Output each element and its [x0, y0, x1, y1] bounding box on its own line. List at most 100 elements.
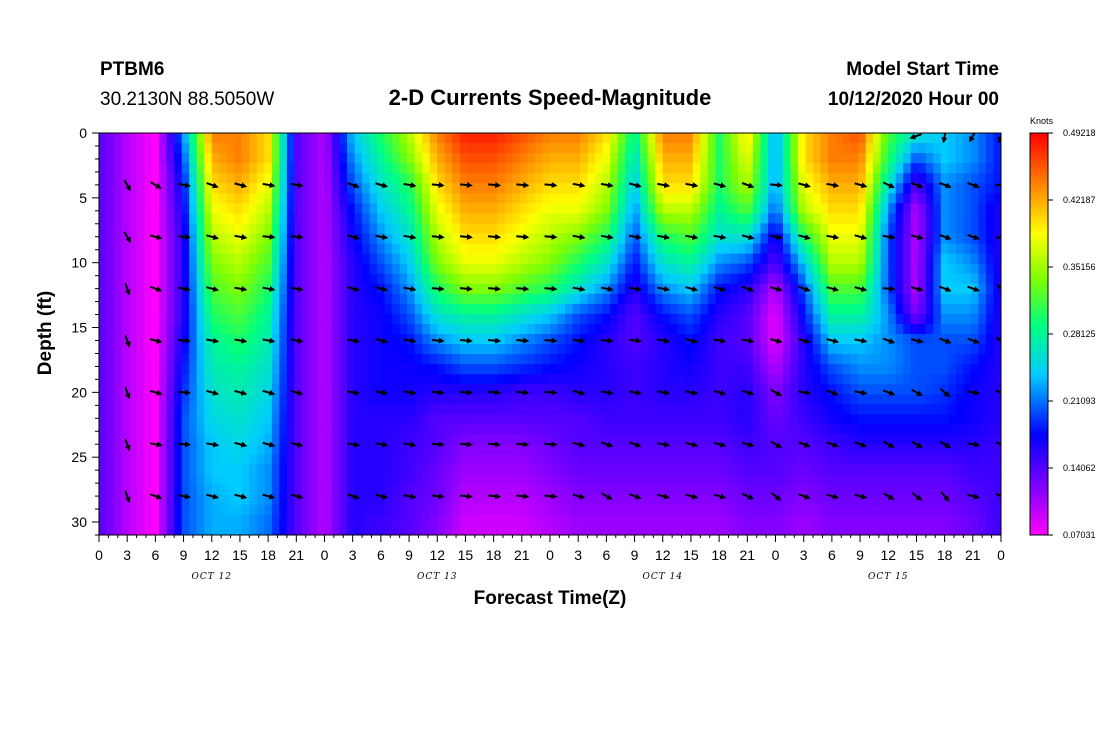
heatmap-cell	[437, 293, 446, 305]
heatmap-cell	[662, 153, 671, 164]
heatmap-cell	[279, 143, 288, 154]
heatmap-cell	[610, 354, 619, 365]
heatmap-cell	[662, 454, 671, 466]
heatmap-cell	[369, 233, 378, 245]
heatmap-cell	[204, 364, 213, 375]
heatmap-cell	[452, 183, 461, 194]
heatmap-cell	[843, 484, 852, 496]
heatmap-cell	[625, 414, 634, 426]
heatmap-cell	[174, 193, 183, 204]
heatmap-cell	[534, 223, 544, 235]
heatmap-cell	[602, 374, 611, 385]
heatmap-cell	[790, 233, 799, 245]
heatmap-cell	[828, 514, 837, 526]
heatmap-cell	[700, 183, 709, 194]
heatmap-cell	[129, 283, 138, 295]
heatmap-cell	[918, 504, 927, 516]
heatmap-cell	[422, 303, 431, 315]
heatmap-cell	[264, 374, 273, 385]
heatmap-cell	[256, 173, 265, 184]
heatmap-cell	[685, 344, 694, 355]
heatmap-cell	[377, 354, 386, 365]
heatmap-cell	[888, 454, 897, 466]
heatmap-cell	[332, 303, 341, 315]
heatmap-cell	[519, 153, 529, 164]
current-vector	[769, 337, 783, 344]
heatmap-cell	[925, 203, 934, 214]
heatmap-cell	[647, 293, 656, 305]
heatmap-cell	[970, 454, 980, 466]
heatmap-cell	[189, 133, 198, 144]
heatmap-cell	[970, 404, 980, 415]
heatmap-cell	[640, 514, 649, 526]
heatmap-cell	[970, 193, 980, 204]
heatmap-cell	[610, 323, 619, 335]
heatmap-cell	[459, 504, 468, 516]
heatmap-cell	[399, 354, 408, 365]
heatmap-cell	[790, 364, 799, 375]
heatmap-cell	[166, 494, 175, 506]
heatmap-cell	[399, 434, 408, 446]
heatmap-cell	[196, 143, 205, 154]
heatmap-cell	[632, 454, 641, 466]
heatmap-cell	[685, 173, 694, 184]
heatmap-cell	[963, 253, 972, 265]
heatmap-cell	[737, 303, 747, 315]
heatmap-cell	[760, 243, 769, 255]
heatmap-cell	[940, 344, 949, 355]
heatmap-cell	[459, 344, 468, 355]
heatmap-cell	[249, 203, 258, 214]
heatmap-cell	[377, 273, 386, 285]
heatmap-cell	[888, 203, 897, 214]
heatmap-cell	[565, 494, 574, 506]
heatmap-cell	[978, 434, 987, 446]
heatmap-cell	[715, 484, 724, 496]
heatmap-cell	[489, 374, 498, 385]
heatmap-cell	[497, 334, 506, 345]
heatmap-cell	[489, 474, 498, 486]
heatmap-cell	[850, 283, 859, 295]
heatmap-cell	[226, 253, 235, 265]
heatmap-cell	[512, 313, 521, 325]
current-vector	[290, 285, 304, 292]
heatmap-cell	[399, 143, 408, 154]
heatmap-cell	[580, 183, 589, 194]
heatmap-cell	[316, 364, 326, 375]
heatmap-cell	[301, 524, 311, 535]
heatmap-cell	[444, 514, 453, 526]
heatmap-cell	[369, 404, 378, 415]
heatmap-cell	[264, 173, 273, 184]
heatmap-cell	[452, 364, 461, 375]
heatmap-cell	[219, 334, 228, 345]
heatmap-cell	[286, 283, 296, 295]
heatmap-cell	[993, 153, 1001, 164]
heatmap-cell	[572, 504, 581, 516]
heatmap-cell	[873, 464, 882, 476]
heatmap-cell	[662, 404, 671, 415]
heatmap-cell	[677, 344, 686, 355]
heatmap-cell	[106, 313, 115, 325]
heatmap-cell	[880, 384, 889, 395]
current-vector	[124, 334, 131, 348]
heatmap-cell	[730, 474, 739, 486]
heatmap-cell	[850, 323, 859, 335]
heatmap-cell	[474, 223, 483, 235]
heatmap-cell	[670, 524, 679, 535]
heatmap-cell	[775, 193, 784, 204]
current-vector	[854, 182, 868, 189]
heatmap-cell	[219, 313, 228, 325]
heatmap-cell	[204, 374, 213, 385]
heatmap-cell	[151, 253, 160, 265]
heatmap-cell	[399, 253, 408, 265]
heatmap-cell	[843, 344, 852, 355]
heatmap-cell	[730, 494, 739, 506]
heatmap-cell	[940, 364, 949, 375]
heatmap-cell	[144, 454, 153, 466]
heatmap-cell	[640, 364, 649, 375]
heatmap-cell	[858, 474, 867, 486]
heatmap-cell	[234, 524, 243, 535]
heatmap-cell	[512, 253, 521, 265]
heatmap-cell	[970, 434, 980, 446]
heatmap-cell	[820, 283, 829, 295]
heatmap-cell	[151, 484, 160, 496]
